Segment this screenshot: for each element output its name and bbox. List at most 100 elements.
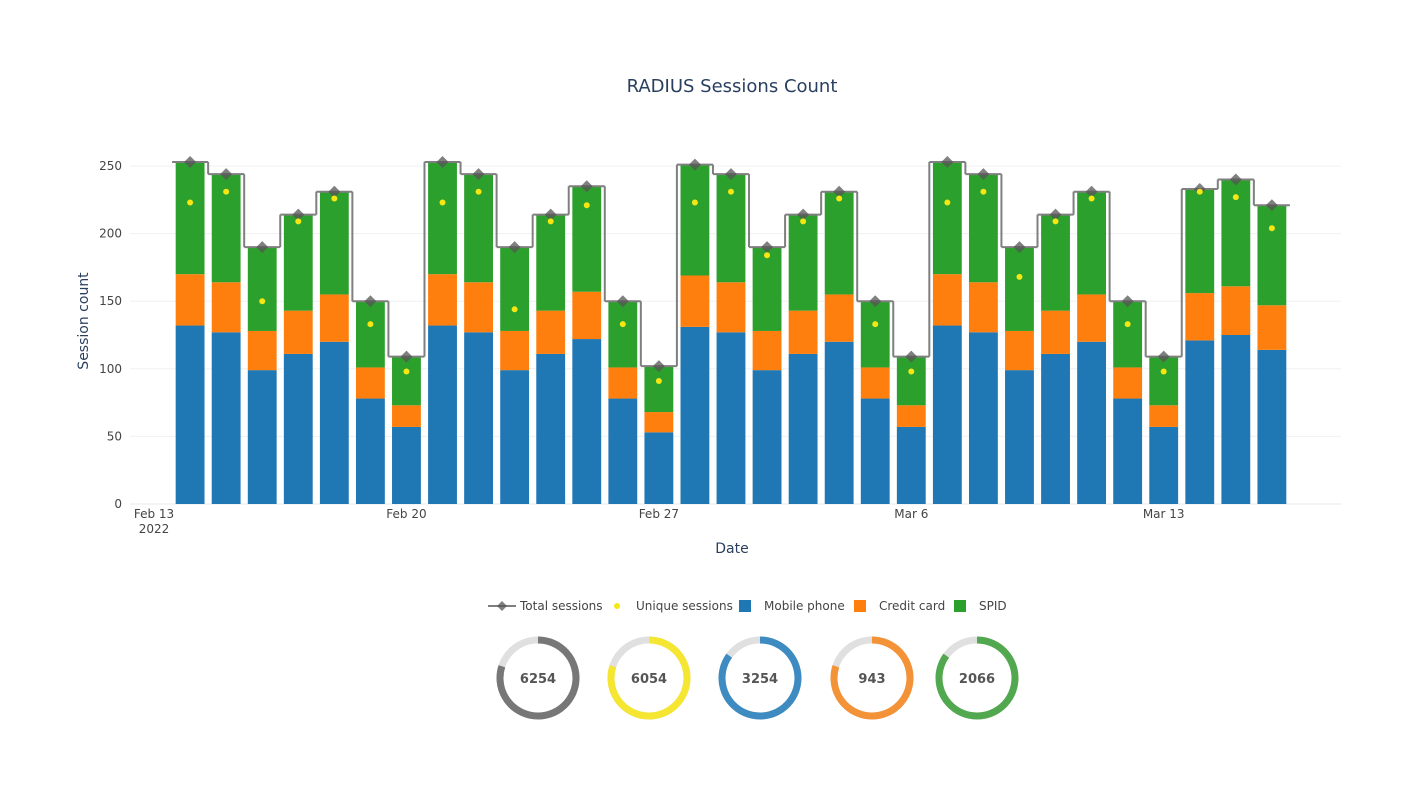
y-tick-label: 0 xyxy=(114,497,122,511)
unique-marker xyxy=(1088,195,1095,202)
donut-arc xyxy=(718,636,802,720)
unique-marker xyxy=(1268,225,1275,232)
unique-marker xyxy=(331,195,338,202)
bar xyxy=(860,301,890,368)
unique-marker xyxy=(836,195,843,202)
x-axis-title: Date xyxy=(715,541,748,557)
unique-marker xyxy=(908,368,915,375)
bar xyxy=(644,432,674,504)
bar xyxy=(211,282,241,333)
bar xyxy=(1221,286,1251,335)
bar xyxy=(716,282,746,333)
bar xyxy=(932,161,962,275)
bar xyxy=(572,339,602,504)
total-marker xyxy=(1121,295,1134,308)
bar xyxy=(355,367,385,399)
bar xyxy=(1113,367,1143,399)
total-marker xyxy=(220,168,233,181)
bar xyxy=(1149,405,1179,427)
bar xyxy=(752,247,782,331)
unique-marker xyxy=(439,199,446,206)
bar xyxy=(319,341,349,504)
bar xyxy=(536,214,566,311)
total-marker xyxy=(184,155,197,168)
bar xyxy=(1041,214,1070,311)
unique-marker xyxy=(691,199,698,206)
bar xyxy=(752,370,782,504)
total-marker xyxy=(436,155,449,168)
bar xyxy=(608,367,638,399)
donut-arc xyxy=(607,636,691,720)
bar xyxy=(536,353,566,504)
bar xyxy=(1041,310,1070,354)
bar xyxy=(175,274,205,326)
bar xyxy=(1005,370,1034,504)
unique-marker xyxy=(727,188,734,195)
bar xyxy=(247,330,277,371)
total-marker xyxy=(688,158,701,171)
bar xyxy=(1221,335,1251,504)
unique-marker xyxy=(1160,368,1167,375)
y-tick-label: 100 xyxy=(99,362,122,376)
bar xyxy=(608,301,638,368)
bar xyxy=(572,291,602,340)
bar xyxy=(283,353,313,504)
bar xyxy=(355,398,385,504)
bar xyxy=(428,161,457,275)
total-marker xyxy=(869,295,882,308)
unique-marker xyxy=(1124,321,1131,328)
total-marker xyxy=(328,185,341,198)
bar xyxy=(1077,191,1107,295)
bar xyxy=(896,405,926,427)
legend-marker xyxy=(497,601,507,611)
bar xyxy=(716,332,746,504)
unique-marker xyxy=(547,218,554,225)
bar xyxy=(932,274,962,326)
bar xyxy=(247,247,277,331)
bar xyxy=(824,191,854,295)
legend-swatch xyxy=(739,600,751,612)
legend-label: Credit card xyxy=(879,599,945,613)
bar xyxy=(247,370,277,504)
bar xyxy=(319,191,349,295)
total-marker xyxy=(724,168,737,181)
bar xyxy=(1113,301,1143,368)
bar xyxy=(283,310,313,354)
total-marker xyxy=(761,241,774,254)
unique-marker xyxy=(1016,273,1023,280)
bar xyxy=(500,330,530,371)
bar xyxy=(392,426,421,504)
unique-marker xyxy=(1052,218,1059,225)
bar xyxy=(464,332,493,504)
bar xyxy=(1185,293,1215,341)
total-marker xyxy=(544,208,557,221)
unique-marker xyxy=(800,218,807,225)
legend-swatch xyxy=(954,600,966,612)
y-tick-label: 150 xyxy=(99,294,122,308)
total-marker xyxy=(905,350,918,363)
total-marker xyxy=(580,180,593,193)
bar xyxy=(1041,353,1070,504)
unique-marker xyxy=(1196,188,1203,195)
donut-value: 3254 xyxy=(742,672,778,687)
legend-swatch xyxy=(854,600,866,612)
bar xyxy=(680,164,710,276)
total-line xyxy=(172,155,1290,373)
bar xyxy=(644,366,674,413)
total-marker xyxy=(400,350,413,363)
donut-value: 943 xyxy=(858,672,885,687)
unique-marker xyxy=(295,218,302,225)
y-tick-label: 200 xyxy=(99,227,122,241)
bar xyxy=(1005,330,1034,371)
x-tick-label: Mar 13 xyxy=(1143,507,1185,521)
bar xyxy=(1257,205,1287,306)
bar xyxy=(1257,305,1287,350)
bar xyxy=(968,332,998,504)
bar xyxy=(392,405,421,427)
unique-marker xyxy=(403,368,410,375)
bar xyxy=(644,412,674,433)
total-marker xyxy=(977,168,990,181)
donut-arc xyxy=(496,636,580,720)
donut-arc xyxy=(935,636,1019,720)
bar xyxy=(860,398,890,504)
